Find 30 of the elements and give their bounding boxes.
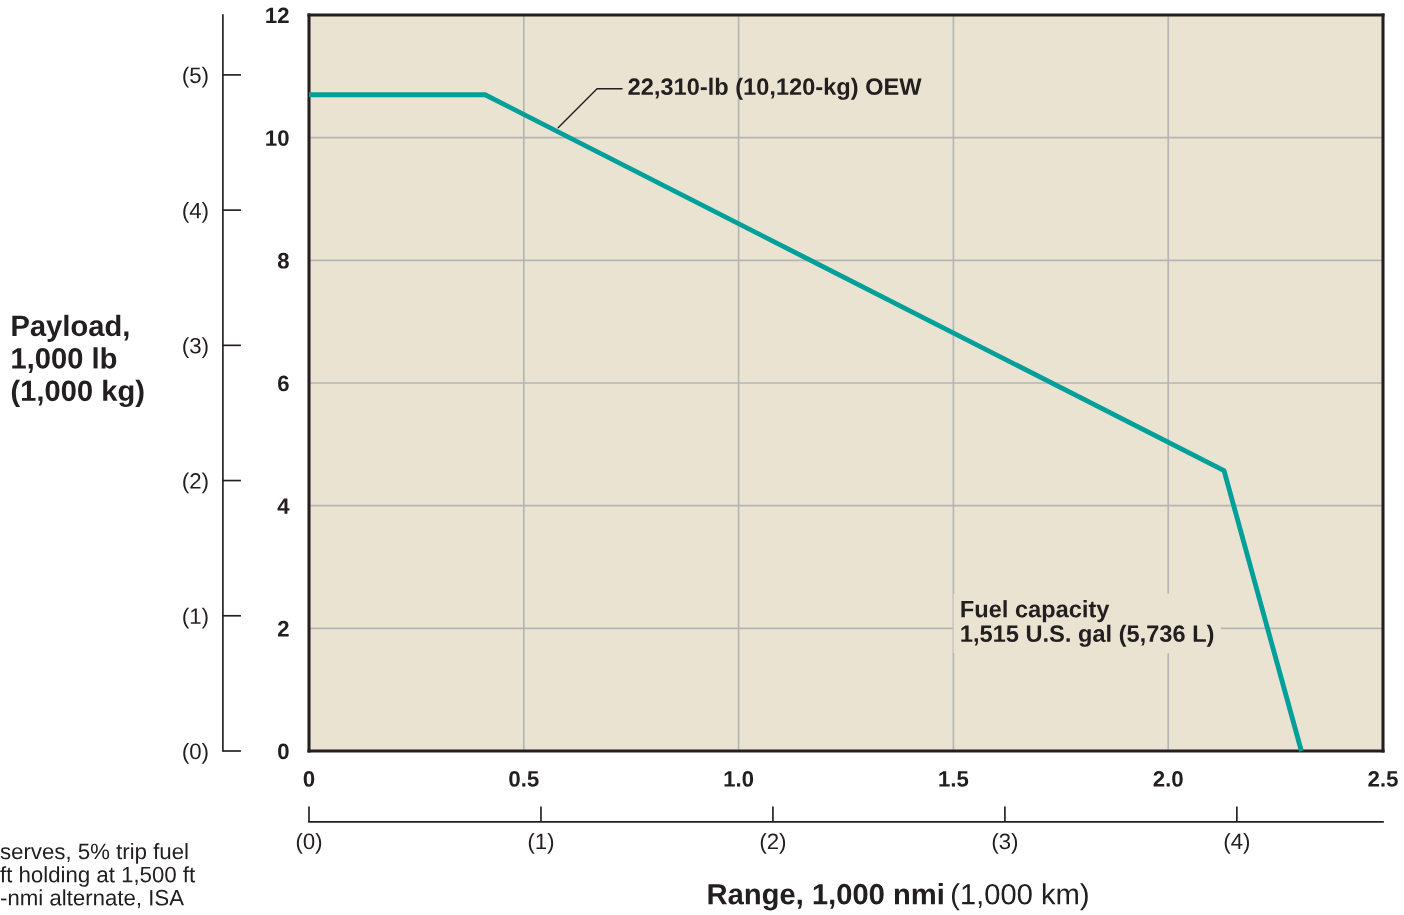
y-tick-label: (0) bbox=[183, 742, 208, 764]
x-tick-label: 0.5 bbox=[509, 771, 539, 787]
y-tick-label: (2) bbox=[183, 472, 208, 494]
y2-tick-label: 0 bbox=[278, 743, 289, 760]
text: serves, 5% trip fuel ft holding at 1,500 ft -nmi alternate, ISA bbox=[0, 843, 196, 909]
y2-tick-label: 4 bbox=[277, 498, 290, 514]
y2-tick-label: 2 bbox=[277, 620, 289, 637]
y-tick-label: (3) bbox=[183, 337, 208, 358]
x2-tick-label: (1) bbox=[528, 832, 554, 854]
x-tick-label: 0 bbox=[303, 771, 315, 787]
x-tick-label: 2.0 bbox=[1153, 771, 1183, 787]
x-tick-label: 1.5 bbox=[939, 771, 969, 787]
x-tick-label: 2.5 bbox=[1368, 771, 1398, 787]
y-tick-label: (1) bbox=[183, 607, 208, 629]
y2-tick-label: 8 bbox=[277, 252, 289, 269]
y2-tick-label: 12 bbox=[266, 7, 289, 24]
annotation: Fuel capacity 1,515 U.S. gal (5,736 L) bbox=[961, 600, 1214, 647]
x-tick-label: 1.0 bbox=[724, 771, 754, 787]
y-tick-label: (5) bbox=[183, 66, 208, 88]
x2-tick-label: (3) bbox=[992, 832, 1018, 854]
y-axis-title: Payload, 1,000 lb (1,000 kg) bbox=[11, 314, 144, 408]
x2-axis-title: (1,000 km) bbox=[951, 883, 1088, 911]
x2-tick-label: (4) bbox=[1224, 832, 1250, 854]
annotation: 22,310-lb (10,120-kg) OEW bbox=[628, 77, 922, 100]
y2-tick-label: 6 bbox=[278, 375, 289, 392]
x2-tick-label: (0) bbox=[296, 832, 322, 854]
x-axis-title: Range, 1,000 nmi bbox=[708, 883, 943, 911]
y-tick-label: (4) bbox=[183, 202, 208, 223]
x2-tick-label: (2) bbox=[760, 832, 786, 854]
y2-tick-label: 10 bbox=[266, 130, 289, 146]
